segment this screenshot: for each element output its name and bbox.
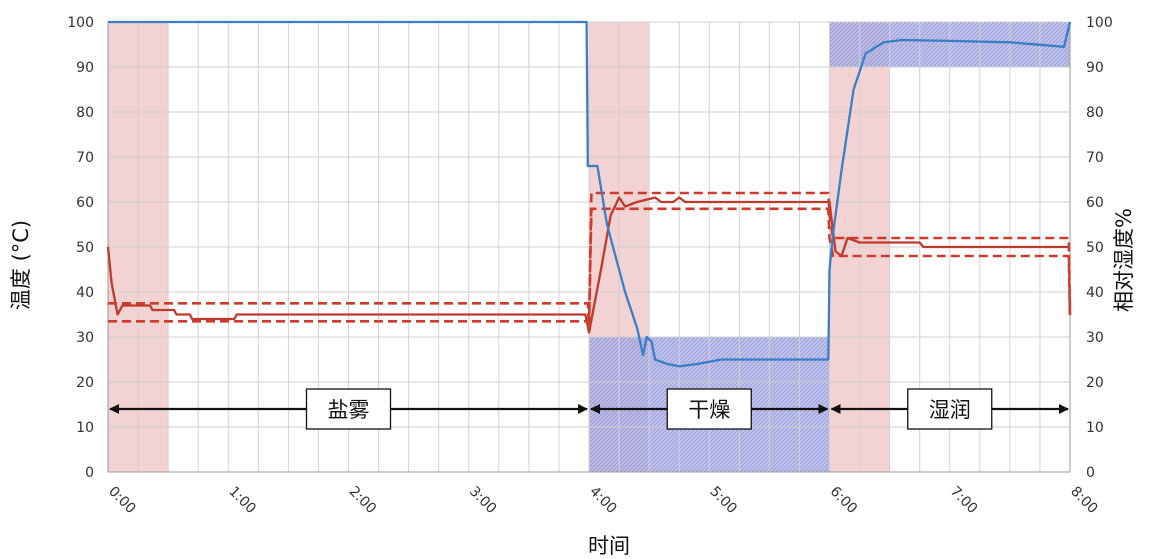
- y-tick-label-left: 0: [85, 465, 94, 481]
- phase-label: 盐雾: [328, 398, 370, 422]
- y-tick-label-left: 90: [76, 60, 94, 76]
- phase-label: 干燥: [688, 398, 730, 422]
- data-series: [106, 20, 1072, 368]
- x-tick-label: 2:00: [346, 484, 380, 518]
- phase-box: [907, 388, 993, 430]
- x-tick-label: 4:00: [586, 484, 620, 518]
- x-tick-label: 6:00: [827, 484, 861, 518]
- y-tick-label-left: 80: [76, 105, 94, 121]
- series-line-3: [108, 20, 1072, 368]
- y-tick-label-left: 40: [76, 285, 94, 301]
- x-tick-label: 8:00: [1067, 484, 1101, 518]
- y-tick-label-left: 20: [76, 375, 94, 391]
- y-tick-label-left: 60: [76, 195, 94, 211]
- phase-box: [666, 388, 752, 430]
- y-tick-label-right: 20: [1086, 375, 1104, 391]
- axis-labels: 时间 温度 (°C) 相对湿度%: [9, 208, 1136, 558]
- x-tick-label: 7:00: [947, 484, 981, 518]
- y-axis-title-left: 温度 (°C): [9, 220, 33, 310]
- x-tick-label: 0:00: [105, 484, 139, 518]
- y-axis-title-right: 相对湿度%: [1112, 208, 1136, 312]
- y-tick-label-left: 50: [76, 240, 94, 256]
- y-tick-label-left: 30: [76, 330, 94, 346]
- x-tick-label: 3:00: [466, 484, 500, 518]
- y-tick-label-right: 50: [1086, 240, 1104, 256]
- y-tick-label-left: 70: [76, 150, 94, 166]
- y-tick-label-right: 40: [1086, 285, 1104, 301]
- y-tick-label-right: 10: [1086, 420, 1104, 436]
- y-tick-label-right: 0: [1086, 465, 1095, 481]
- y-tick-label-right: 30: [1086, 330, 1104, 346]
- y-tick-label-left: 100: [67, 15, 94, 31]
- x-axis-title: 时间: [588, 534, 630, 558]
- y-tick-label-right: 70: [1086, 150, 1104, 166]
- phase-annotations: 盐雾 干燥 湿润: [109, 388, 1069, 430]
- y-tick-label-right: 90: [1086, 60, 1104, 76]
- series-line-1: [108, 191, 1072, 330]
- x-tick-label: 5:00: [706, 484, 740, 518]
- y-tick-label-right: 80: [1086, 105, 1104, 121]
- series-line-2: [108, 207, 1072, 330]
- y-tick-label-right: 60: [1086, 195, 1104, 211]
- phase-box: [305, 388, 392, 430]
- y-tick-label-right: 100: [1086, 15, 1113, 31]
- phase-label: 湿润: [929, 398, 971, 422]
- y-tick-label-left: 10: [76, 420, 94, 436]
- x-tick-label: 1:00: [225, 484, 259, 518]
